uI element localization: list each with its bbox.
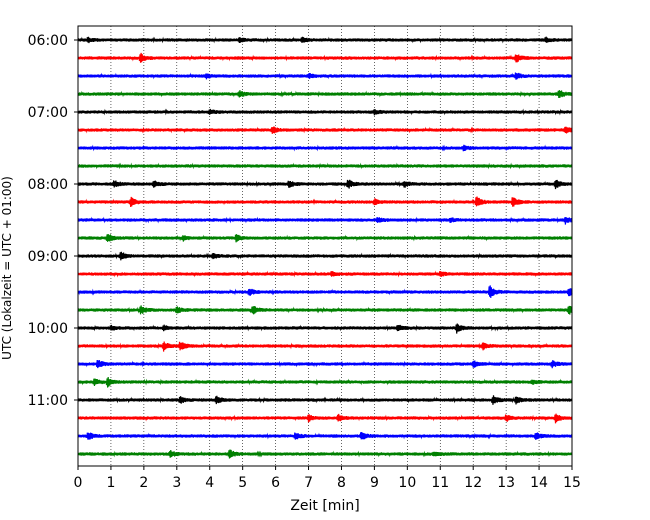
trace-1145 <box>77 449 573 459</box>
x-tick-label: 4 <box>205 475 214 491</box>
x-tick-label: 7 <box>304 475 313 491</box>
trace-1115 <box>77 413 573 424</box>
plot-frame <box>77 25 573 467</box>
trace-1000 <box>77 323 573 334</box>
trace-1045 <box>77 376 573 388</box>
y-tick-label: 06:00 <box>28 33 68 49</box>
y-tick-label: 11:00 <box>28 393 68 409</box>
trace-0900 <box>77 251 573 261</box>
x-tick-label: 3 <box>172 475 181 491</box>
x-tick-label: 15 <box>563 475 581 491</box>
x-tick-label: 6 <box>271 475 280 491</box>
trace-1130 <box>77 431 573 440</box>
y-axis-ticks: 06:00 07:00 08:00 09:00 10:00 11:00 <box>28 33 78 409</box>
x-tick-label: 12 <box>464 475 482 491</box>
y-tick-label: 10:00 <box>28 321 68 337</box>
vertical-grid <box>110 26 540 466</box>
trace-0715 <box>77 126 573 134</box>
trace-0800 <box>77 179 573 190</box>
trace-1015 <box>77 341 573 352</box>
x-tick-label: 10 <box>398 475 416 491</box>
x-tick-label: 0 <box>74 475 83 491</box>
y-tick-label: 09:00 <box>28 249 68 265</box>
x-axis-title: Zeit [min] <box>290 498 359 514</box>
y-tick-label: 07:00 <box>28 105 68 121</box>
x-tick-label: 9 <box>370 475 379 491</box>
x-tick-label: 13 <box>497 475 515 491</box>
trace-0645 <box>77 90 573 99</box>
trace-0945 <box>77 305 573 315</box>
trace-0915 <box>77 270 573 278</box>
x-tick-label: 8 <box>337 475 346 491</box>
trace-0845 <box>77 233 573 243</box>
trace-0730 <box>77 144 573 152</box>
trace-0745 <box>77 162 573 170</box>
trace-0815 <box>77 196 573 208</box>
y-tick-label: 08:00 <box>28 177 68 193</box>
trace-0600 <box>77 36 573 44</box>
trace-1030 <box>77 359 573 369</box>
x-tick-label: 14 <box>530 475 548 491</box>
trace-0830 <box>77 216 573 225</box>
trace-0700 <box>77 108 573 116</box>
trace-0930 <box>77 285 573 298</box>
x-tick-label: 2 <box>139 475 148 491</box>
y-axis-title: UTC (Lokalzeit = UTC + 01:00) <box>0 176 14 360</box>
trace-0615 <box>77 52 573 63</box>
trace-0630 <box>77 72 573 80</box>
x-tick-label: 11 <box>431 475 449 491</box>
x-axis-ticks: 0 1 2 3 4 5 6 7 8 9 10 11 12 13 14 15 <box>74 466 581 491</box>
x-tick-label: 5 <box>238 475 247 491</box>
trace-1100 <box>77 395 573 405</box>
seismogram-traces <box>77 36 573 459</box>
x-tick-label: 1 <box>106 475 115 491</box>
